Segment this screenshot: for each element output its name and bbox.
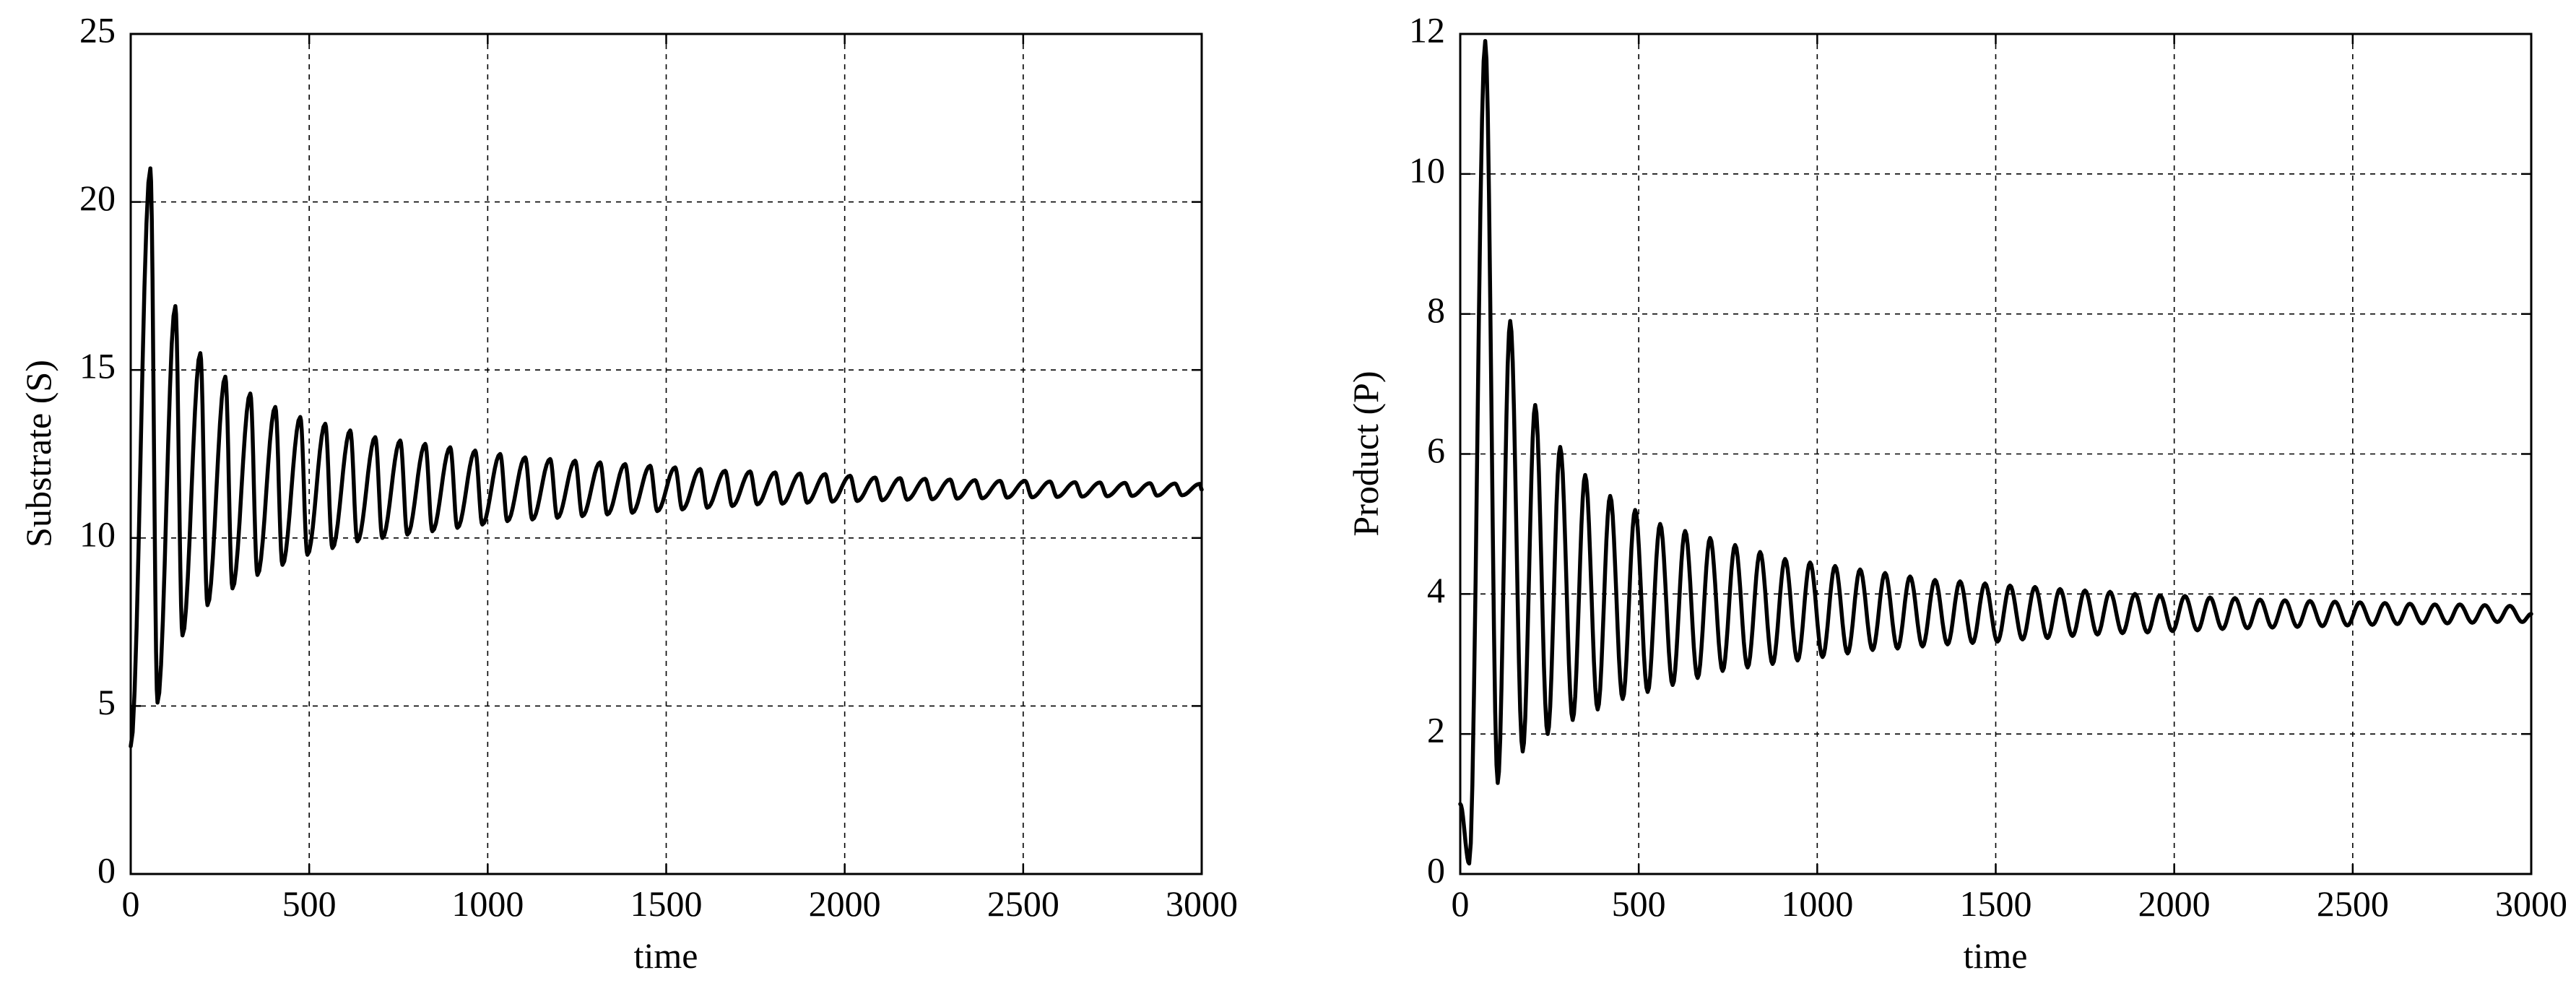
substrate-y-tick-labels: 0 5 10 15 20 25	[79, 9, 116, 890]
substrate-plot-frame	[129, 33, 1203, 875]
substrate-xtick-label: 500	[282, 883, 337, 924]
product-xtick-label: 3000	[2495, 883, 2567, 924]
substrate-y-axis-label: Substrate (S)	[18, 360, 58, 548]
product-xtick-label: 2500	[2317, 883, 2389, 924]
substrate-series-line	[129, 166, 1204, 748]
product-xtick-label: 2000	[2138, 883, 2211, 924]
substrate-chart: 0 5 10 15 20 25 0 500 1000 1500 2000 250…	[18, 9, 1238, 976]
product-plot-frame	[1459, 33, 2533, 875]
substrate-x-axis-label: time	[634, 935, 698, 976]
product-y-axis-label: Product (P)	[1345, 371, 1386, 536]
substrate-ytick-label: 10	[79, 514, 116, 554]
substrate-ytick-label: 0	[97, 849, 116, 890]
product-xtick-label: 500	[1612, 883, 1666, 924]
product-xtick-label: 1500	[1960, 883, 2032, 924]
product-x-tick-labels: 0 500 1000 1500 2000 2500 3000	[1452, 883, 2568, 924]
product-x-axis-label: time	[1964, 935, 2028, 976]
product-ytick-label: 2	[1427, 710, 1445, 750]
product-ytick-label: 8	[1427, 290, 1445, 330]
product-ytick-label: 4	[1427, 570, 1445, 610]
substrate-xtick-label: 3000	[1166, 883, 1238, 924]
product-ytick-label: 0	[1427, 849, 1445, 890]
product-ytick-label: 6	[1427, 430, 1445, 470]
substrate-xtick-label: 2000	[809, 883, 881, 924]
substrate-grid	[131, 34, 1202, 874]
substrate-xtick-label: 0	[122, 883, 140, 924]
substrate-ytick-label: 25	[79, 9, 116, 50]
product-xtick-label: 0	[1452, 883, 1470, 924]
substrate-x-tick-labels: 0 500 1000 1500 2000 2500 3000	[122, 883, 1239, 924]
substrate-xtick-label: 1000	[451, 883, 524, 924]
substrate-ytick-label: 5	[97, 682, 116, 722]
product-ytick-label: 10	[1409, 150, 1445, 190]
product-ytick-label: 12	[1409, 9, 1445, 50]
product-grid	[1460, 34, 2531, 874]
product-chart: 0 2 4 6 8 10 12 0 500 1000 1500 2000 250…	[1345, 9, 2567, 976]
product-xtick-label: 1000	[1781, 883, 1853, 924]
substrate-ytick-label: 20	[79, 178, 116, 218]
substrate-xtick-label: 1500	[630, 883, 703, 924]
product-series-line	[1458, 38, 2533, 866]
substrate-xtick-label: 2500	[987, 883, 1059, 924]
substrate-ytick-label: 15	[79, 346, 116, 386]
product-y-tick-labels: 0 2 4 6 8 10 12	[1409, 9, 1445, 890]
